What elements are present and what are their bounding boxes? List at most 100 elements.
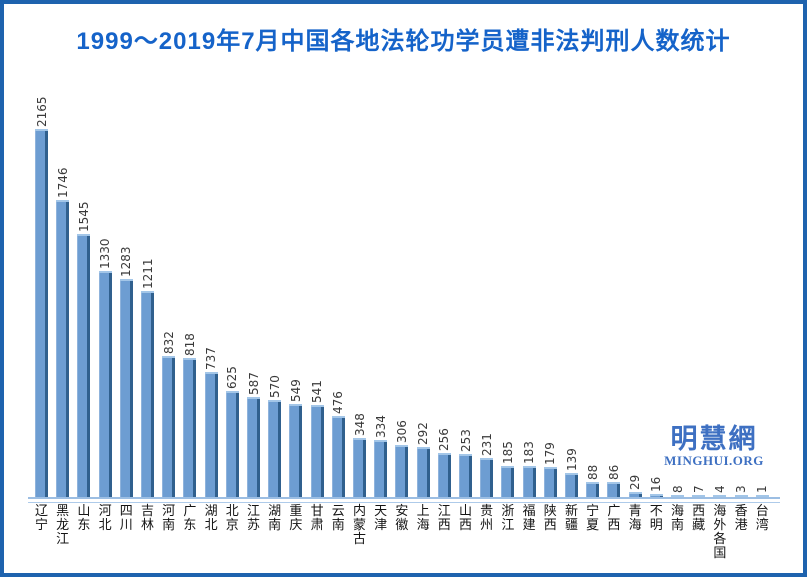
- bar-value-label: 625: [225, 366, 240, 389]
- x-axis-category-label: 辽宁: [31, 505, 53, 533]
- x-axis-category-char: 各: [713, 532, 727, 547]
- x-axis-category-char: 海: [713, 504, 727, 519]
- x-axis-category-char: 安: [395, 504, 409, 519]
- x-axis-category-char: 西: [692, 504, 706, 519]
- bar: [692, 495, 706, 497]
- x-axis-category-char: 江: [246, 504, 260, 519]
- x-axis-category-char: 贵: [480, 504, 494, 519]
- x-axis-category-char: 湖: [268, 504, 282, 519]
- x-axis-category-char: 肃: [310, 518, 324, 533]
- x-axis-category-char: 云: [331, 504, 345, 519]
- x-axis-category-label: 湖南: [264, 505, 286, 533]
- bar-value-label: 183: [522, 441, 537, 464]
- x-axis-category-label: 广东: [179, 505, 201, 533]
- x-axis-category-char: 青: [628, 504, 642, 519]
- x-axis-category-char: 海: [628, 518, 642, 533]
- bar: [501, 466, 515, 497]
- bar: [374, 440, 388, 497]
- x-axis-category-char: 台: [755, 504, 769, 519]
- x-axis-category-char: 苏: [246, 518, 260, 533]
- x-axis-category-char: 南: [331, 518, 345, 533]
- x-axis-category-char: 南: [670, 518, 684, 533]
- x-axis-category-label: 江西: [433, 505, 455, 533]
- x-axis-category-char: 庆: [289, 518, 303, 533]
- x-axis-category-char: 明: [649, 518, 663, 533]
- x-axis-category-char: 甘: [310, 504, 324, 519]
- x-axis-category-char: 天: [374, 504, 388, 519]
- bar-value-label: 1746: [55, 167, 70, 198]
- bar-chart: 2165 辽宁 1746 黑龙江 1545 山东 1330 河北 1283 四川 1211 吉林 832…: [4, 4, 803, 573]
- bar-value-label: 231: [479, 433, 494, 456]
- bar: [586, 482, 600, 497]
- x-axis-category-label: 重庆: [285, 505, 307, 533]
- x-axis-category-char: 吉: [140, 504, 154, 519]
- x-axis-category-char: 广: [183, 504, 197, 519]
- x-axis-category-label: 海南: [667, 505, 689, 533]
- x-axis-category-char: 西: [543, 518, 557, 533]
- bar: [204, 372, 218, 497]
- x-axis-category-char: 国: [713, 546, 727, 561]
- x-axis-category-label: 湖北: [200, 505, 222, 533]
- x-axis-category-char: 江: [56, 532, 70, 547]
- bar-value-label: 2165: [34, 96, 49, 127]
- bar: [353, 438, 366, 497]
- x-axis-category-char: 南: [268, 518, 282, 533]
- bar: [162, 356, 176, 497]
- x-axis-category-char: 外: [713, 518, 727, 533]
- x-axis-category-char: 藏: [692, 518, 706, 533]
- x-axis-category-char: 古: [352, 532, 366, 547]
- x-axis-category-char: 西: [458, 518, 472, 533]
- x-axis-category-char: 蒙: [352, 518, 366, 533]
- x-axis-category-char: 西: [607, 518, 621, 533]
- bar-value-label: 179: [543, 442, 558, 465]
- bar-value-label: 334: [373, 415, 388, 438]
- bar-value-label: 253: [458, 429, 473, 452]
- bar-value-label: 818: [182, 333, 197, 356]
- x-axis-category-label: 黑龙江: [52, 505, 74, 547]
- x-axis-category-char: 重: [289, 504, 303, 519]
- bar: [649, 494, 663, 497]
- x-axis-category-char: 江: [437, 504, 451, 519]
- x-axis-category-label: 福建: [518, 505, 540, 533]
- x-axis-category-char: 黑: [56, 504, 70, 519]
- x-axis-category-char: 湖: [204, 504, 218, 519]
- bar-value-label: 570: [267, 375, 282, 398]
- x-axis-category-char: 东: [77, 518, 91, 533]
- x-axis-category-char: 宁: [586, 504, 600, 519]
- x-axis-category-label: 陕西: [539, 505, 561, 533]
- x-axis-category-char: 福: [522, 504, 536, 519]
- bar-value-label: 587: [246, 372, 261, 395]
- watermark-site-name: 明慧網: [670, 424, 758, 454]
- x-axis-category-label: 河南: [158, 505, 180, 533]
- bar-value-label: 86: [606, 464, 621, 480]
- bar-value-label: 88: [585, 464, 600, 480]
- bar-value-label: 306: [394, 420, 409, 443]
- x-axis-category-char: 北: [98, 518, 112, 533]
- bar: [183, 358, 197, 497]
- x-axis-category-label: 天津: [370, 505, 392, 533]
- x-axis-category-char: 内: [352, 504, 366, 519]
- bar-value-label: 476: [331, 391, 346, 414]
- bar: [459, 454, 472, 497]
- bar: [331, 416, 345, 497]
- bar-value-label: 185: [500, 441, 515, 464]
- bar: [416, 447, 430, 497]
- x-axis-category-label: 河北: [94, 505, 116, 533]
- x-axis-category-label: 青海: [624, 505, 646, 533]
- x-axis-category-char: 香: [734, 504, 748, 519]
- bar: [671, 495, 684, 497]
- bar: [289, 404, 303, 497]
- x-axis-category-char: 北: [225, 504, 239, 519]
- x-axis-category-label: 内蒙古: [349, 505, 371, 547]
- x-axis-category-label: 香港: [730, 505, 752, 533]
- x-axis-category-char: 山: [458, 504, 472, 519]
- bar-value-label: 256: [437, 428, 452, 451]
- x-axis-category-label: 山东: [73, 505, 95, 533]
- x-axis-category-label: 贵州: [476, 505, 498, 533]
- x-axis-category-label: 吉林: [137, 505, 159, 533]
- x-axis-category-label: 安徽: [391, 505, 413, 533]
- x-axis-category-label: 山西: [455, 505, 477, 533]
- x-axis-category-char: 西: [437, 518, 451, 533]
- bar-value-label: 737: [204, 347, 219, 370]
